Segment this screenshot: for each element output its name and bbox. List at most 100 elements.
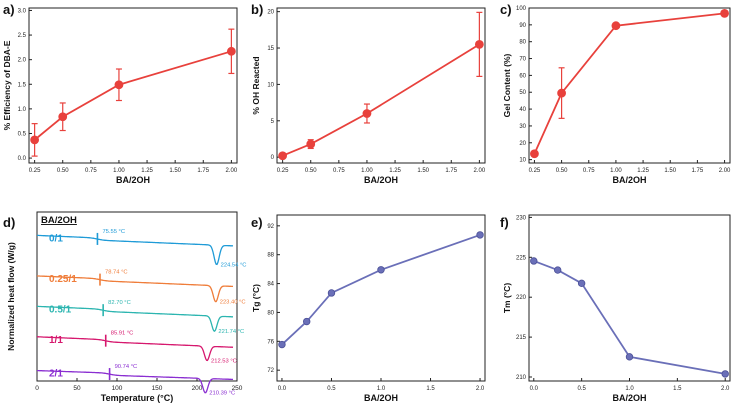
- x-tick-label-b: 0.25: [277, 168, 289, 174]
- plot-frame-d: [36, 211, 238, 382]
- legend-entry: 0/1: [49, 233, 63, 244]
- x-tick-label-f: 1.5: [673, 386, 682, 392]
- y-axis-label-a: % Efficiency of DBA-E: [2, 40, 12, 130]
- x-tick-label-a: 0.25: [29, 168, 41, 174]
- panel-d: d) Temperature (°C) Normalized heat flow (…: [3, 211, 247, 403]
- y-tick-label-f: 215: [516, 335, 527, 341]
- tm-label: 212.53 °C: [211, 358, 237, 364]
- legend-entry: 0.5/1: [49, 304, 72, 315]
- x-tick-label-f: 1.0: [625, 386, 634, 392]
- data-point-e: [327, 289, 336, 297]
- x-tick-label-d: 50: [73, 385, 81, 392]
- y-tick-label-f: 225: [516, 255, 527, 261]
- y-tick-label-a: 3.0: [18, 8, 27, 14]
- tg-label: 90.74 °C: [115, 364, 138, 370]
- data-point-c: [530, 149, 539, 159]
- data-point-b: [306, 139, 316, 149]
- y-tick-label-e: 84: [267, 282, 274, 288]
- x-tick-label-e: 1.0: [377, 386, 386, 392]
- y-tick-label-c: 80: [519, 40, 526, 46]
- y-tick-label-c: 20: [519, 141, 526, 147]
- x-tick-label-a: 0.50: [57, 168, 69, 174]
- data-point-a: [226, 46, 236, 56]
- y-axis-label-d: Normalized heat flow (W/g): [6, 242, 16, 351]
- x-tick-label-b: 1.25: [389, 168, 401, 174]
- data-point-b: [474, 39, 484, 49]
- y-tick-label-b: 20: [267, 10, 274, 16]
- dsc-curve: [36, 275, 233, 303]
- x-tick-label-c: 1.25: [637, 168, 649, 174]
- x-tick-label-f: 0.0: [530, 386, 539, 392]
- data-point-b: [278, 151, 288, 161]
- x-tick-label-c: 1.75: [692, 168, 704, 174]
- x-tick-label-d: 150: [152, 385, 163, 392]
- series-line-e: [281, 234, 481, 346]
- dsc-curve: [37, 234, 234, 266]
- x-tick-label-a: 1.00: [113, 168, 125, 174]
- x-tick-label-a: 1.25: [141, 168, 153, 174]
- y-tick-label-e: 92: [267, 224, 274, 230]
- y-tick-label-e: 76: [267, 339, 274, 345]
- tm-label: 223.40 °C: [220, 300, 246, 306]
- y-axis-label-e: Tg (°C): [251, 284, 261, 312]
- x-tick-label-c: 0.25: [529, 168, 541, 174]
- tm-label: 224.54 °C: [221, 262, 247, 268]
- data-point-a: [30, 135, 40, 145]
- data-point-a: [114, 80, 124, 90]
- tg-label: 82.70 °C: [108, 300, 131, 306]
- x-axis-label-a: BA/2OH: [116, 175, 150, 185]
- tg-label: 78.74 °C: [105, 270, 128, 276]
- y-tick-label-a: 1.0: [18, 107, 27, 113]
- y-tick-label-e: 80: [267, 310, 274, 316]
- data-point-f: [721, 370, 729, 378]
- y-tick-label-a: 2.5: [18, 33, 27, 39]
- panel-label-e: e): [251, 215, 263, 230]
- y-tick-label-a: 0.5: [18, 131, 27, 137]
- x-tick-label-c: 0.50: [556, 168, 568, 174]
- x-tick-label-d: 100: [112, 385, 123, 392]
- data-point-c: [611, 21, 621, 31]
- tm-label: 210.39 °C: [209, 391, 235, 397]
- panel-e: e) BA/2OH Tg (°C) 0.0 0.5 1.0 1.5 2.0 72 76 80 84 88…: [251, 214, 486, 403]
- x-tick-label-c: 0.75: [583, 168, 595, 174]
- data-point-e: [377, 266, 385, 274]
- data-point-e: [476, 231, 484, 239]
- x-tick-label-a: 2.00: [226, 168, 238, 174]
- x-tick-label-b: 1.00: [361, 168, 373, 174]
- dsc-curve: [37, 336, 234, 362]
- data-point-f: [625, 353, 634, 361]
- x-tick-label-b: 2.00: [474, 168, 486, 174]
- y-tick-label-b: 15: [267, 46, 274, 52]
- x-tick-label-e: 1.5: [426, 386, 435, 392]
- panel-label-f: f): [500, 215, 509, 230]
- tg-label: 85.91 °C: [111, 331, 134, 337]
- x-tick-label-c: 1.50: [664, 168, 676, 174]
- legend-entry: 1/1: [49, 335, 63, 346]
- x-tick-label-d: 250: [232, 385, 243, 392]
- y-tick-label-e: 72: [267, 368, 274, 374]
- panel-label-c: c): [500, 2, 512, 17]
- series-line-a: [34, 50, 232, 141]
- panel-label-a: a): [3, 2, 15, 17]
- x-axis-label-e: BA/2OH: [364, 393, 398, 403]
- y-tick-label-a: 0.0: [18, 156, 27, 162]
- data-point-f: [577, 279, 586, 288]
- y-tick-label-b: 5: [271, 119, 275, 125]
- y-tick-label-e: 88: [267, 253, 274, 259]
- y-tick-label-c: 40: [519, 107, 526, 113]
- y-tick-label-b: 0: [271, 155, 275, 161]
- x-tick-label-e: 0.0: [278, 386, 287, 392]
- y-tick-label-c: 50: [519, 90, 526, 96]
- panel-a: a) BA/2OH % Efficiency of DBA-E 0.25 0.50 0.7…: [2, 2, 238, 185]
- panel-f: f) BA/2OH Tm (°C) 0.0 0.5 1.0 1.5 2.0 210 215 220 2…: [500, 214, 731, 403]
- series-line-b: [282, 43, 480, 157]
- x-axis-label-f: BA/2OH: [612, 393, 646, 403]
- y-axis-label-f: Tm (°C): [502, 283, 512, 313]
- legend-title: BA/2OH: [41, 215, 77, 226]
- panel-c: c) BA/2OH Gel Content (%) 0.25 0.50 0.75 1.00 1…: [500, 2, 731, 185]
- x-axis-label-c: BA/2OH: [612, 175, 646, 185]
- y-tick-label-c: 90: [519, 23, 526, 29]
- y-tick-label-c: 10: [519, 158, 526, 164]
- x-tick-label-a: 1.50: [169, 168, 181, 174]
